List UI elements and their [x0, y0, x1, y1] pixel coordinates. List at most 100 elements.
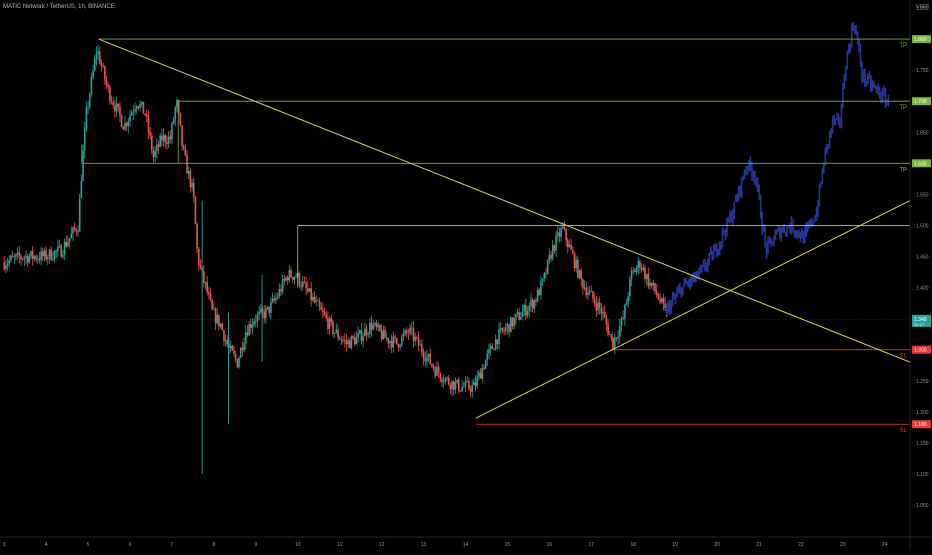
candle-body	[652, 283, 655, 286]
candle-body	[437, 366, 440, 374]
candle-body	[253, 321, 255, 325]
candle-body	[335, 329, 338, 333]
candle-body	[454, 382, 457, 390]
candle-body	[605, 317, 608, 325]
candle-body	[474, 382, 477, 387]
candle-body	[491, 345, 494, 349]
candle-body	[243, 343, 245, 351]
candle-body	[496, 339, 499, 345]
candle-body	[561, 226, 564, 229]
candle-body	[246, 332, 249, 336]
candle-body	[325, 314, 328, 319]
candle-body	[380, 330, 383, 340]
candle-body	[28, 256, 31, 263]
candle-body	[142, 101, 145, 114]
x-tick-label: 4	[45, 542, 48, 548]
candle-body	[637, 261, 640, 268]
candle-body	[577, 259, 579, 278]
candle-body	[521, 311, 524, 317]
candle-body	[489, 345, 492, 349]
candle-body	[127, 121, 130, 127]
candle-body	[498, 329, 500, 345]
candle-body	[632, 270, 635, 272]
candle-body	[447, 378, 450, 385]
sl-price-badge-label: 1.300	[914, 348, 927, 354]
candle-body	[582, 279, 584, 289]
candle-body	[271, 298, 274, 302]
candle-body	[619, 325, 621, 337]
candle-body	[286, 277, 289, 281]
candle-body	[213, 308, 215, 310]
candle-body	[43, 250, 46, 257]
candle-body	[556, 232, 559, 236]
candle-body	[499, 327, 502, 330]
candle-body	[78, 197, 81, 232]
candle-body	[620, 317, 623, 326]
candle-body	[612, 337, 614, 348]
candle-body	[362, 336, 364, 342]
symbol-title: MATIC Network / TetherUS, 1h, BINANCE	[3, 4, 115, 10]
candle-body	[365, 328, 368, 336]
trend-line[interactable]	[98, 38, 911, 363]
candle-body	[575, 259, 577, 269]
candle-body	[444, 378, 447, 382]
candle-body	[38, 258, 41, 261]
candle-body	[288, 270, 291, 281]
candle-body	[100, 63, 103, 67]
candle-body	[45, 250, 47, 260]
tp-price-badge-label: 1.600	[914, 161, 927, 167]
candle-body	[184, 148, 187, 156]
candle-body	[117, 103, 120, 107]
candle-body	[218, 314, 220, 327]
candle-body	[563, 226, 566, 229]
candle-body	[249, 324, 252, 329]
candle-body	[592, 290, 594, 299]
candle-body	[578, 270, 581, 278]
y-tick-label: 1.750	[916, 68, 929, 74]
candle-body	[635, 267, 638, 273]
candle-body	[80, 181, 83, 198]
candle-body	[493, 348, 495, 350]
candle-body	[503, 330, 505, 332]
candle-body	[63, 242, 66, 255]
tp-price-badge	[912, 159, 931, 168]
candle-body	[236, 359, 239, 368]
candle-body	[655, 291, 658, 295]
candle-body	[533, 300, 536, 309]
candle-body	[568, 244, 571, 247]
candle-body	[650, 282, 653, 286]
candle-body	[92, 70, 94, 78]
candle-body	[268, 306, 271, 313]
candle-body	[501, 327, 504, 331]
candle-body	[104, 66, 106, 80]
candle-body	[151, 135, 153, 151]
candle-body	[231, 345, 234, 351]
candle-body	[48, 249, 51, 258]
candle-body	[206, 282, 208, 293]
candle-body	[186, 155, 188, 174]
candle-body	[15, 254, 17, 257]
candle-body	[451, 381, 453, 390]
candle-body	[73, 227, 76, 230]
candle-body	[550, 254, 552, 259]
candle-body	[60, 245, 63, 257]
x-tick-label: 24	[882, 542, 888, 548]
x-tick-label: 23	[840, 542, 846, 548]
candle-body	[353, 337, 356, 345]
current-price-countdown: 06:17	[914, 322, 925, 327]
candle-body	[67, 242, 69, 247]
candle-body	[174, 107, 177, 120]
candle-body	[375, 322, 378, 328]
candle-body	[285, 277, 287, 281]
candle-body	[390, 341, 393, 348]
candle-body	[224, 340, 227, 342]
candle-body	[603, 312, 606, 318]
trend-line[interactable]	[475, 200, 911, 419]
candle-body	[125, 122, 128, 127]
candle-body	[634, 270, 636, 273]
x-tick-label: 15	[505, 542, 511, 548]
candle-body	[548, 254, 551, 260]
tp-price-badge-label: 1.700	[914, 99, 927, 105]
candle-body	[419, 344, 421, 346]
